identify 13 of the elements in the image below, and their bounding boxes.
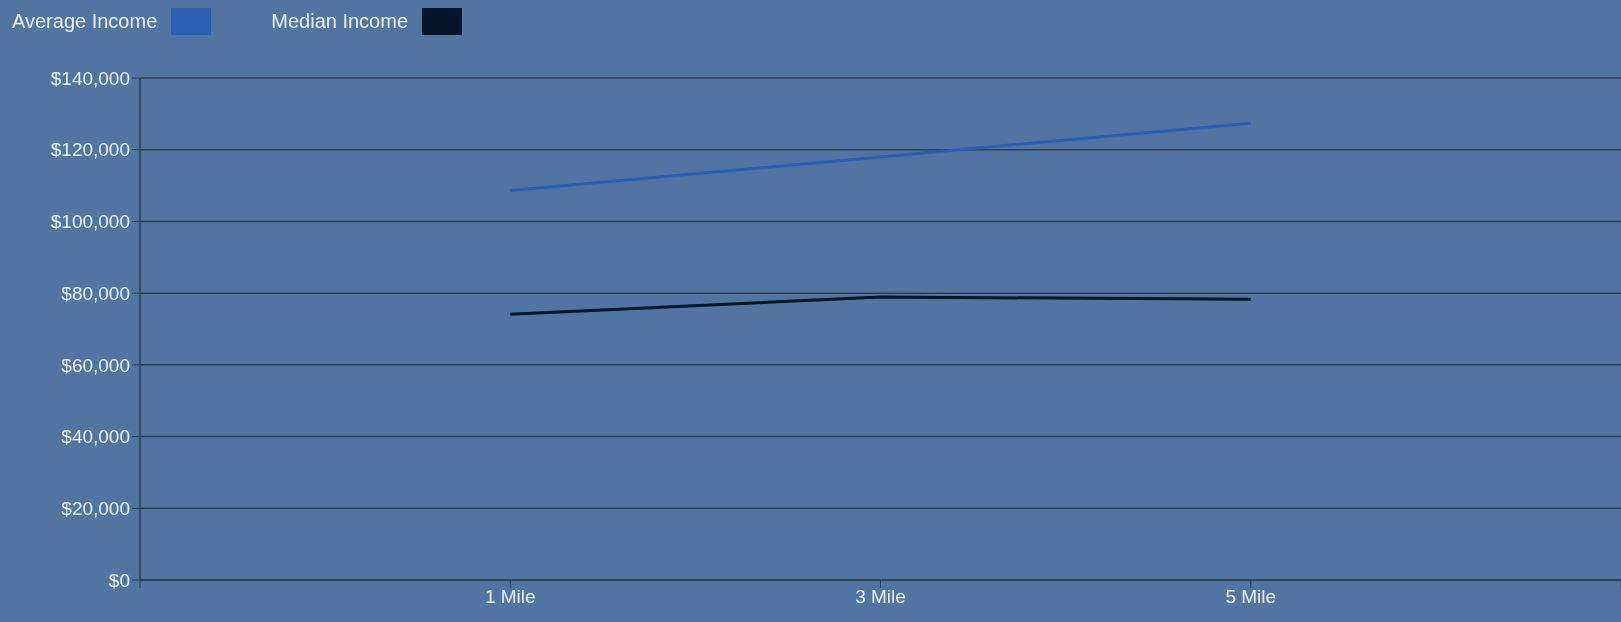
x-tick-label: 5 Mile <box>1225 586 1277 608</box>
y-tick-label: $40,000 <box>61 426 130 448</box>
x-tick-label: 3 Mile <box>855 586 906 608</box>
y-tick-label: $80,000 <box>61 282 130 304</box>
y-tick-label: $120,000 <box>50 139 130 161</box>
y-tick-label: $100,000 <box>50 211 130 233</box>
legend-label: Average Income <box>12 10 158 33</box>
y-tick-label: $0 <box>108 569 130 591</box>
y-tick-label: $140,000 <box>50 67 130 89</box>
y-tick-label: $60,000 <box>61 354 130 376</box>
legend-label: Median Income <box>271 10 409 33</box>
y-tick-label: $20,000 <box>61 498 130 520</box>
x-tick-label: 1 Mile <box>484 586 536 608</box>
